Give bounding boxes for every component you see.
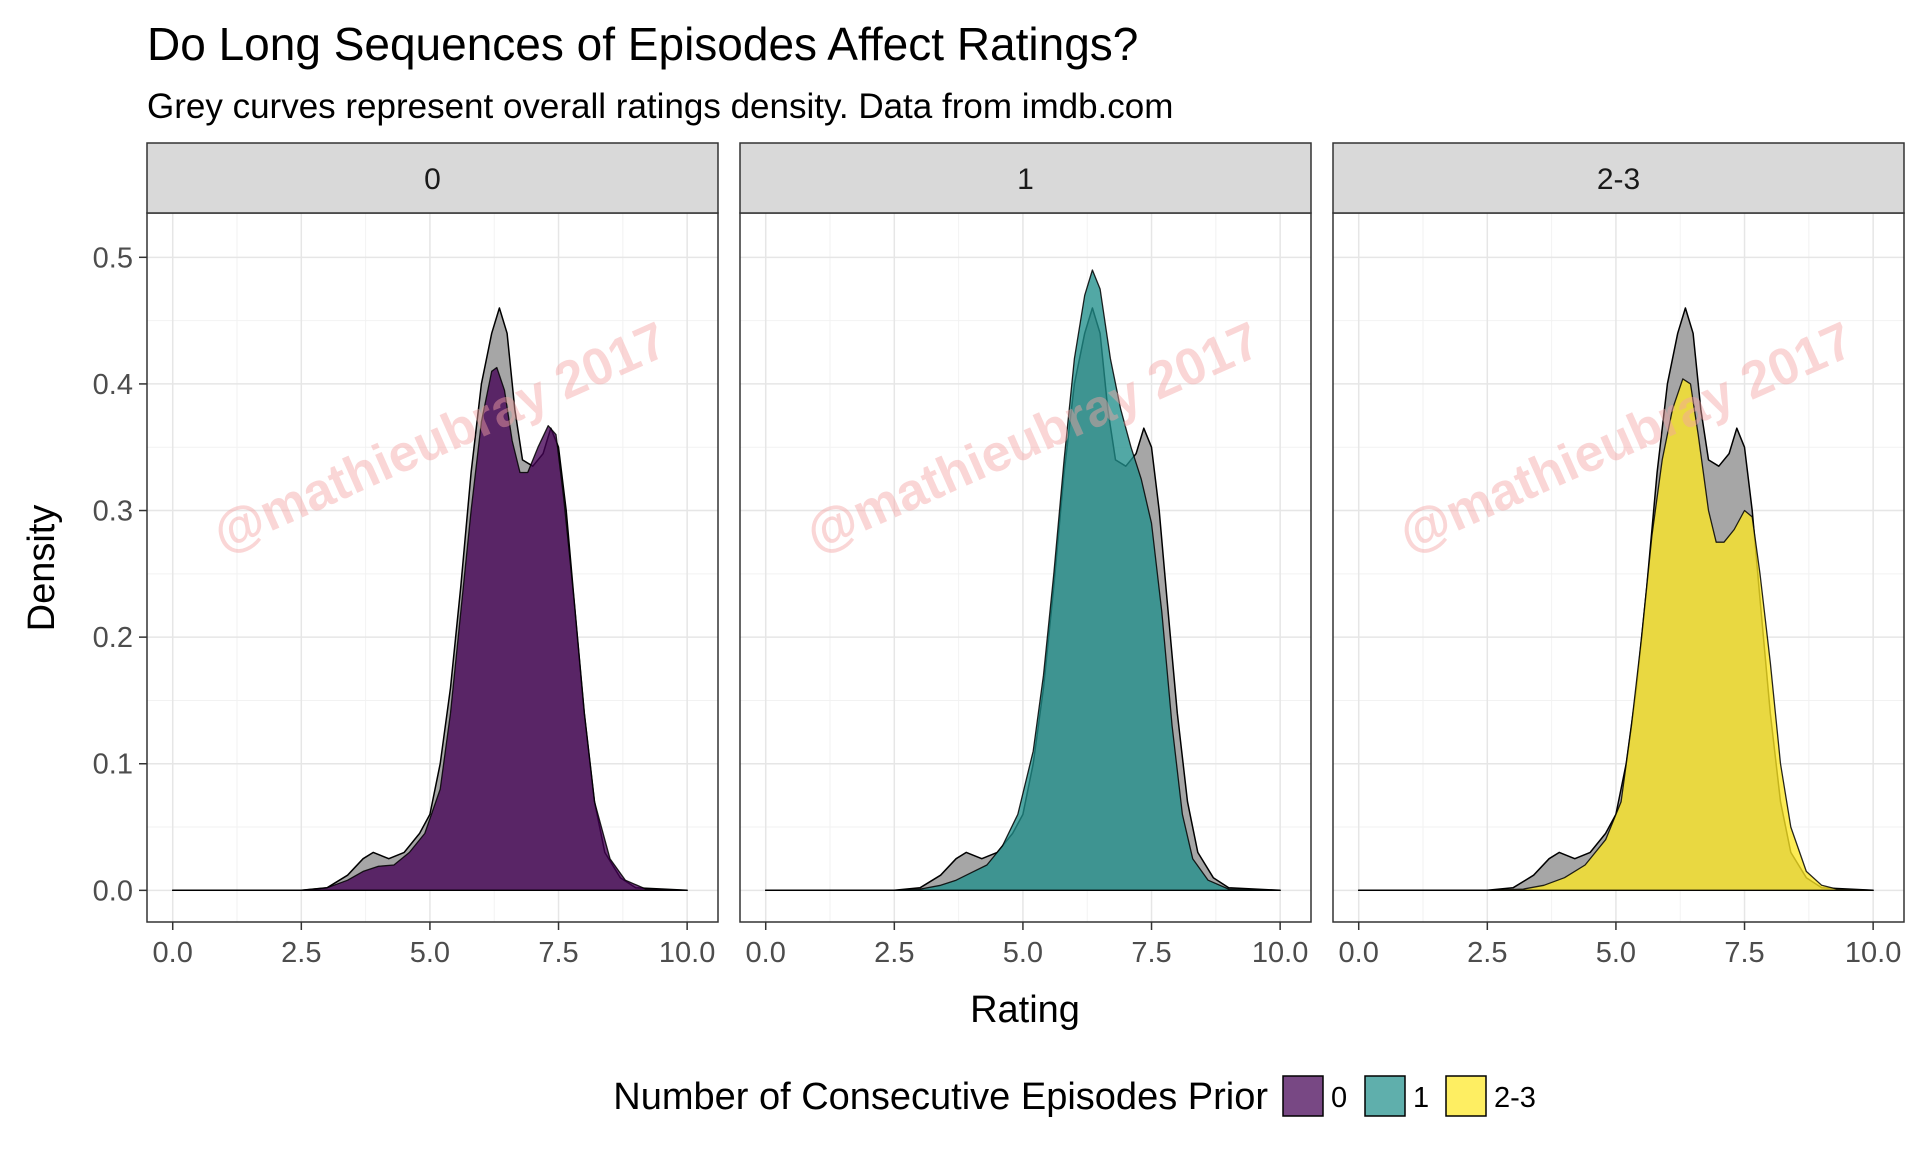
y-tick-label: 0.1 xyxy=(93,749,133,781)
strip-label: 1 xyxy=(1017,163,1034,196)
y-tick-label: 0.2 xyxy=(93,622,133,654)
x-axis-title: Rating xyxy=(970,989,1080,1031)
x-tick-label: 7.5 xyxy=(538,937,578,969)
x-tick-label: 10.0 xyxy=(1252,937,1308,969)
legend-title: Number of Consecutive Episodes Prior xyxy=(613,1076,1268,1118)
legend-label-2-3: 2-3 xyxy=(1494,1082,1536,1114)
y-tick-label: 0.3 xyxy=(93,496,133,528)
density-area-2-3 xyxy=(1358,378,1874,891)
strip-background xyxy=(146,142,719,214)
legend-label-0: 0 xyxy=(1331,1082,1347,1114)
legend-label-1: 1 xyxy=(1413,1082,1429,1114)
y-axis: 0.0 0.1 0.2 0.3 0.4 0.5 xyxy=(93,242,147,907)
x-axis-0: 0.0 2.5 5.0 7.5 10.0 xyxy=(153,922,715,969)
x-tick-label: 5.0 xyxy=(410,937,450,969)
chart-subtitle: Grey curves represent overall ratings de… xyxy=(147,87,1173,126)
chart-title: Do Long Sequences of Episodes Affect Rat… xyxy=(147,18,1138,70)
strip-label: 0 xyxy=(424,163,441,196)
density-area-0 xyxy=(172,366,688,891)
x-tick-label: 7.5 xyxy=(1131,937,1171,969)
x-tick-label: 0.0 xyxy=(746,937,786,969)
x-tick-label: 2.5 xyxy=(281,937,321,969)
legend-key-1 xyxy=(1364,1075,1406,1117)
y-tick-label: 0.0 xyxy=(93,875,133,907)
y-tick-label: 0.5 xyxy=(93,242,133,274)
strip-background xyxy=(739,142,1312,214)
y-axis-title: Density xyxy=(21,505,63,632)
x-tick-label: 5.0 xyxy=(1003,937,1043,969)
legend-key-2-3 xyxy=(1445,1075,1487,1117)
y-tick-label: 0.4 xyxy=(93,369,133,401)
x-axis-2-3: 0.0 2.5 5.0 7.5 10.0 xyxy=(1339,922,1901,969)
density-area-1 xyxy=(765,269,1281,891)
x-axes: 0.0 2.5 5.0 7.5 10.0 0.0 2.5 5.0 7.5 10.0 0.0 2.5 5.… xyxy=(153,922,1901,969)
x-tick-label: 5.0 xyxy=(1596,937,1636,969)
x-tick-label: 0.0 xyxy=(153,937,193,969)
x-tick-label: 0.0 xyxy=(1339,937,1379,969)
x-axis-1: 0.0 2.5 5.0 7.5 10.0 xyxy=(746,922,1308,969)
legend-key-0 xyxy=(1282,1075,1324,1117)
strip-background xyxy=(1332,142,1905,214)
x-tick-label: 10.0 xyxy=(1845,937,1901,969)
legend-items: 0 1 2-3 xyxy=(1282,1075,1536,1117)
x-tick-label: 7.5 xyxy=(1724,937,1764,969)
x-tick-label: 10.0 xyxy=(659,937,715,969)
x-tick-label: 2.5 xyxy=(874,937,914,969)
strip-label: 2-3 xyxy=(1597,163,1640,196)
legend: Number of Consecutive Episodes Prior 0 1 2… xyxy=(613,1075,1536,1118)
x-tick-label: 2.5 xyxy=(1467,937,1507,969)
